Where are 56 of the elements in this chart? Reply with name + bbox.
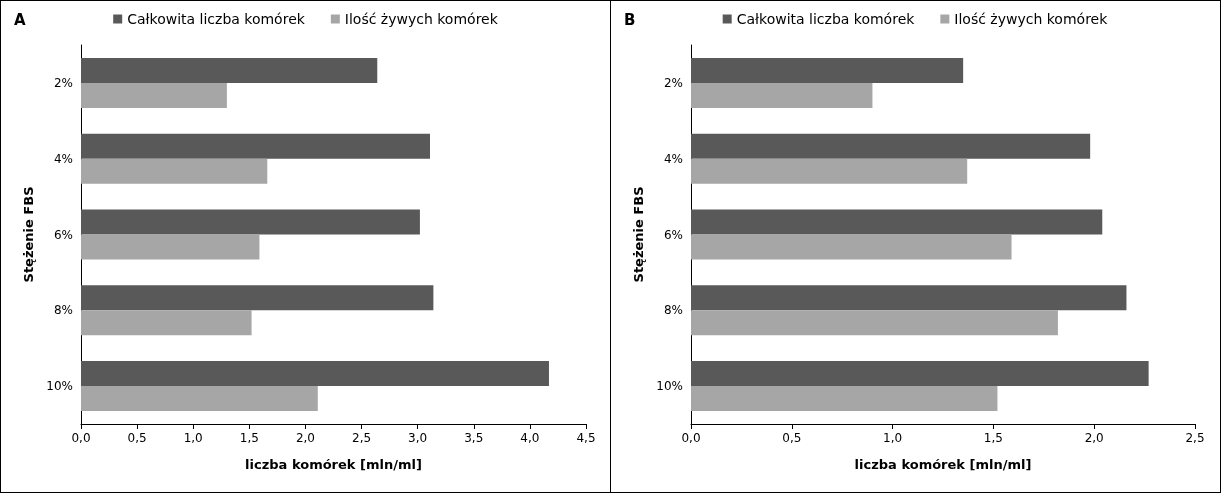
bar (691, 158, 968, 184)
x-axis-title: liczba komórek [mln/ml] (245, 457, 422, 472)
x-tick-label: 3,0 (408, 431, 428, 445)
bar (81, 133, 431, 159)
bar (691, 386, 998, 412)
x-tick-label: 0,0 (71, 431, 91, 445)
y-axis-title: Stężenie FBS (21, 186, 36, 283)
bar (81, 82, 227, 108)
bar (691, 57, 964, 83)
x-tick-label: 3,5 (464, 431, 484, 445)
bar (691, 310, 1058, 336)
bar (81, 386, 318, 412)
y-tick-label: 4% (53, 151, 73, 166)
x-tick-label: 2,0 (1084, 431, 1104, 445)
x-tick-label: 1,5 (239, 431, 259, 445)
x-tick-label: 4,5 (576, 431, 596, 445)
x-axis-title: liczba komórek [mln/ml] (854, 457, 1032, 472)
y-tick-label: 10% (656, 379, 683, 394)
y-tick-label: 2% (663, 75, 683, 90)
x-tick-label: 2,0 (295, 431, 315, 445)
x-tick-label: 1,5 (983, 431, 1003, 445)
x-tick-label: 2,5 (352, 431, 372, 445)
x-tick-label: 1,0 (883, 431, 903, 445)
x-tick-label: 2,5 (1185, 431, 1205, 445)
x-tick-label: 0,5 (782, 431, 802, 445)
chart-title: B (624, 10, 636, 29)
bar (81, 361, 549, 387)
legend-label: Ilość żywych komórek (344, 11, 499, 27)
bar (691, 234, 1012, 260)
y-tick-label: 10% (46, 379, 73, 394)
bar (691, 285, 1127, 311)
y-tick-label: 4% (663, 151, 683, 166)
y-tick-label: 6% (53, 227, 73, 242)
bar (81, 209, 420, 235)
bar (691, 361, 1149, 387)
bar (81, 158, 268, 184)
y-tick-label: 6% (663, 227, 683, 242)
x-tick-label: 0,0 (681, 431, 701, 445)
x-tick-label: 0,5 (127, 431, 147, 445)
y-axis-title: Stężenie FBS (631, 186, 646, 283)
bar (691, 82, 873, 108)
chart-title: A (14, 10, 26, 29)
y-tick-label: 2% (53, 75, 73, 90)
x-tick-label: 4,0 (520, 431, 540, 445)
bar (81, 57, 378, 83)
bar (81, 234, 260, 260)
y-tick-label: 8% (53, 303, 73, 318)
bar (691, 209, 1103, 235)
legend-label: Całkowita liczba komórek (127, 11, 306, 27)
bar (691, 133, 1091, 159)
legend-label: Ilość żywych komórek (954, 11, 1109, 27)
x-tick-label: 1,0 (183, 431, 203, 445)
bar (81, 285, 434, 311)
bar (81, 310, 252, 336)
legend-label: Całkowita liczba komórek (736, 11, 916, 27)
y-tick-label: 8% (663, 303, 683, 318)
